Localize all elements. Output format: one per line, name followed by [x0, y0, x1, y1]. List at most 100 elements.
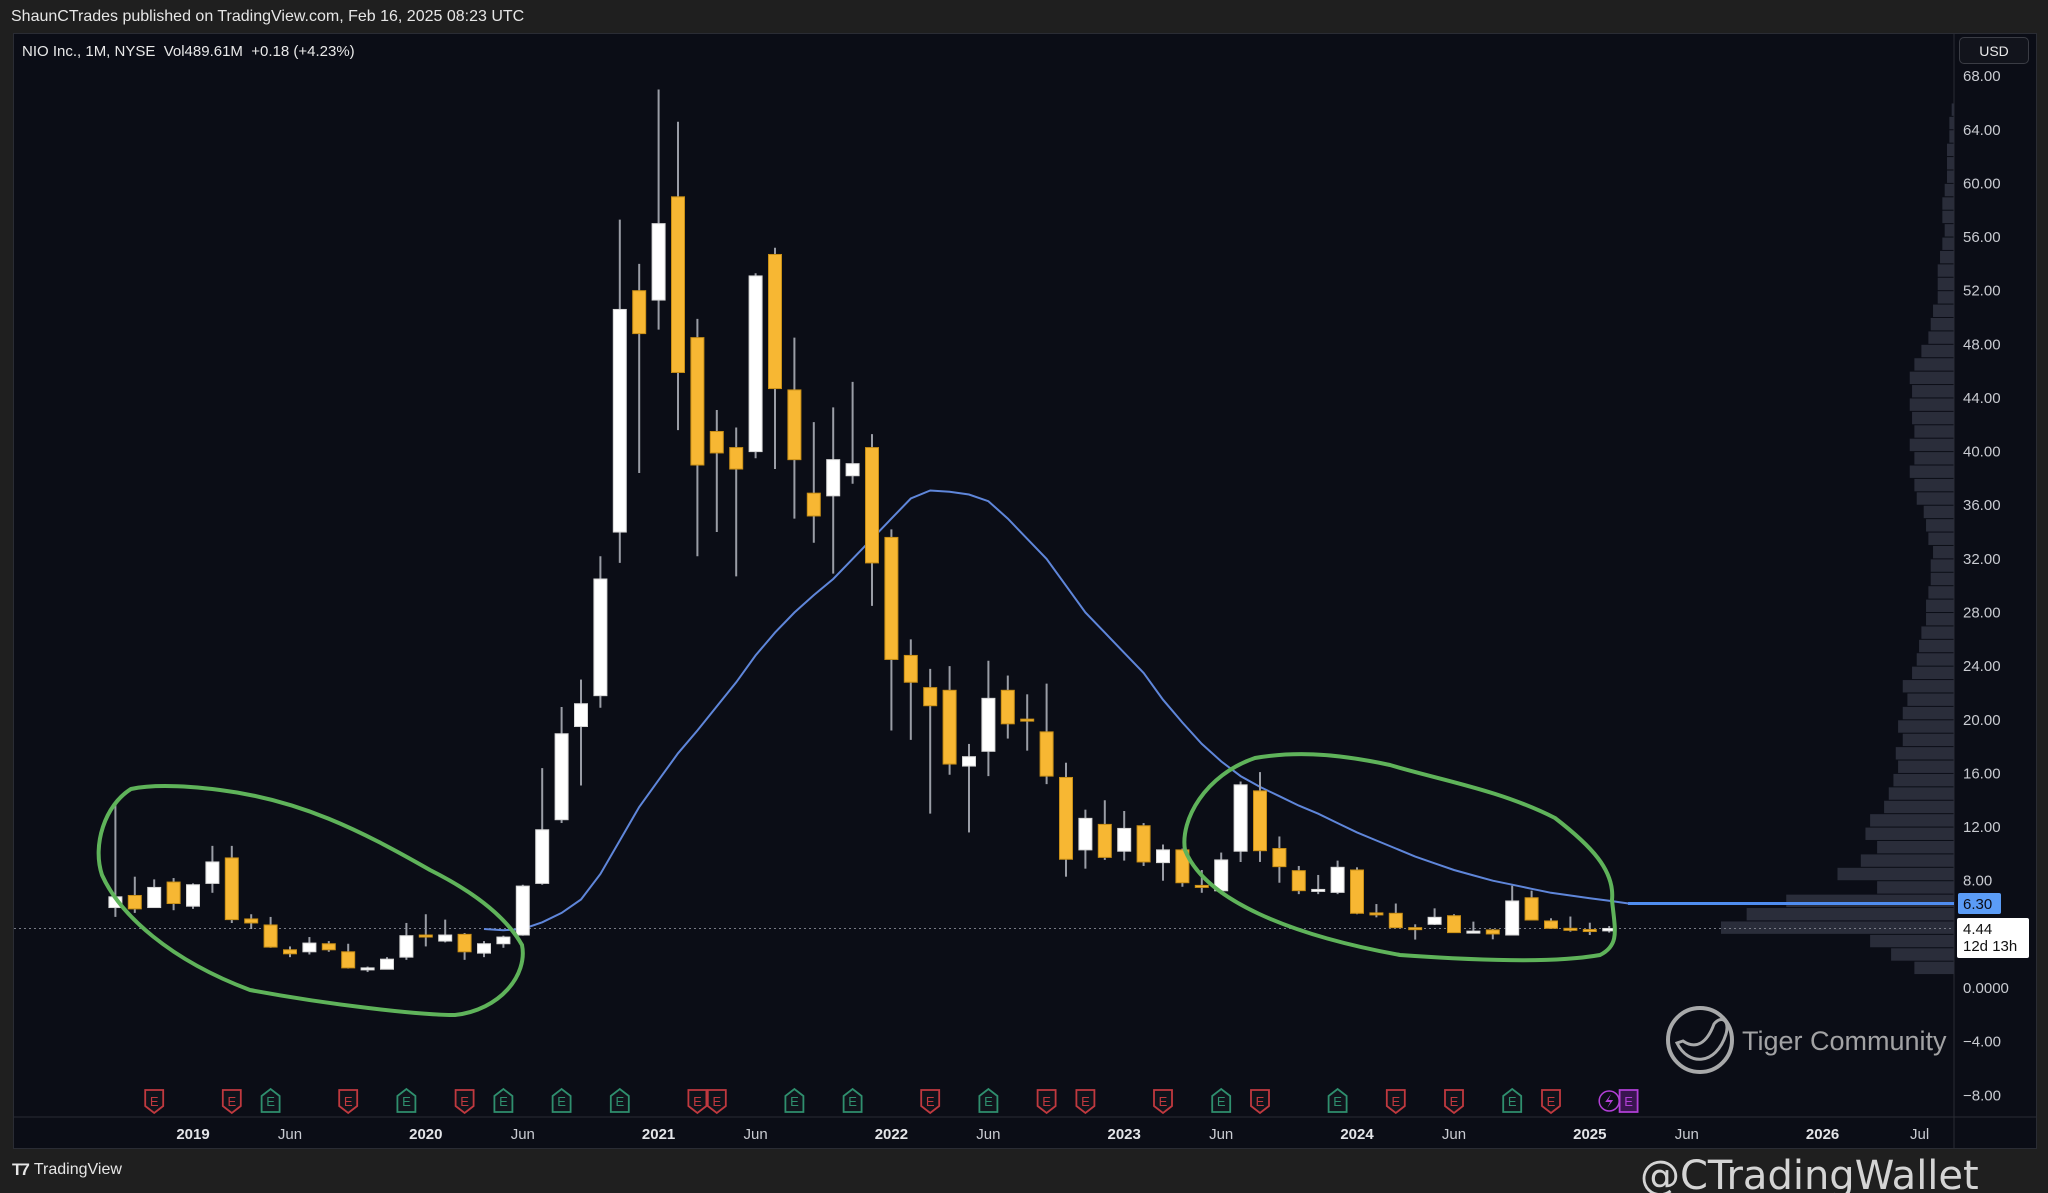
candle — [1000, 675, 1015, 739]
earnings-marker[interactable]: E — [609, 1087, 630, 1113]
volume-profile-bar — [1942, 237, 1954, 250]
earnings-marker[interactable]: E — [1036, 1089, 1057, 1115]
candle-body — [923, 687, 938, 707]
price-tick-label: 48.00 — [1963, 336, 2001, 353]
volume-profile-bar — [1837, 867, 1954, 881]
volume-profile-bar — [1888, 787, 1954, 800]
candle — [438, 919, 453, 943]
time-tick-label: 2026 — [1806, 1126, 1839, 1143]
earnings-marker-label: E — [1547, 1094, 1556, 1109]
candle-body — [360, 967, 375, 971]
candle-body — [651, 223, 666, 301]
earnings-marker[interactable]: E — [784, 1087, 805, 1113]
candle-body — [806, 492, 821, 517]
candle — [147, 879, 162, 909]
candle — [1097, 800, 1112, 860]
earnings-marker[interactable]: E — [551, 1087, 572, 1113]
candle — [1253, 772, 1267, 862]
footer-brand[interactable]: T7 TradingView — [12, 1160, 122, 1180]
earnings-marker[interactable]: E — [1385, 1089, 1406, 1115]
candle — [166, 878, 181, 911]
candle — [477, 941, 491, 958]
volume-profile-bar — [1746, 908, 1954, 921]
candle — [496, 935, 511, 948]
time-tick-label: Jun — [278, 1126, 302, 1143]
earnings-marker[interactable]: E — [687, 1089, 708, 1115]
lightning-icon[interactable] — [1598, 1090, 1620, 1112]
volume-profile-bar — [1926, 613, 1954, 626]
candle-body — [1369, 912, 1384, 916]
candle — [1156, 844, 1170, 881]
earnings-marker[interactable]: E — [1075, 1089, 1096, 1115]
symbol-legend[interactable]: NIO Inc., 1M, NYSE Vol489.61M +0.18 (+4.… — [22, 43, 355, 60]
price-tick-label: 64.00 — [1963, 122, 2001, 139]
candle-body — [1020, 718, 1035, 722]
volume-profile-bar — [1937, 264, 1954, 277]
candle-body — [1524, 897, 1539, 921]
earnings-marker[interactable]: E — [1502, 1087, 1523, 1113]
candle — [1272, 836, 1287, 883]
earnings-marker[interactable]: E — [706, 1089, 727, 1115]
candle-body — [1194, 884, 1209, 888]
candle-body — [205, 861, 220, 884]
earnings-marker-label: E — [1159, 1094, 1168, 1109]
earnings-marker[interactable]: E — [1444, 1089, 1464, 1115]
candle-body — [399, 935, 414, 958]
earnings-marker[interactable]: E — [260, 1087, 281, 1113]
candle-body — [147, 886, 162, 909]
annotation-circle-2019 — [96, 784, 525, 1018]
candle — [1544, 918, 1558, 929]
volume-profile-bar — [1909, 438, 1954, 452]
earnings-marker[interactable]: E — [493, 1087, 514, 1113]
earnings-marker[interactable]: E — [1327, 1087, 1348, 1113]
earnings-marker[interactable]: E — [338, 1089, 359, 1115]
candle-body — [438, 934, 453, 942]
candle — [127, 876, 142, 913]
earnings-marker[interactable]: E — [144, 1089, 165, 1115]
candle — [962, 743, 976, 833]
time-tick-label: Jun — [976, 1126, 1000, 1143]
earnings-marker[interactable]: E — [396, 1087, 417, 1113]
volume-profile-bar — [1909, 398, 1954, 411]
publish-caption: ShaunCTrades published on TradingView.co… — [11, 8, 525, 25]
candle — [671, 121, 685, 431]
candle — [845, 381, 860, 484]
volume-profile-bar — [1860, 854, 1954, 867]
earnings-marker[interactable]: E — [920, 1089, 941, 1115]
earnings-marker[interactable]: E — [221, 1089, 242, 1115]
earnings-marker[interactable]: E — [1618, 1089, 1639, 1113]
candle-body — [224, 857, 239, 921]
earnings-marker[interactable]: E — [454, 1089, 475, 1115]
volume-profile-bar — [1942, 210, 1954, 224]
currency-button[interactable]: USD — [1959, 37, 2029, 64]
candle-body — [942, 689, 957, 765]
volume-profile-bar — [1944, 224, 1954, 237]
earnings-marker[interactable]: E — [1153, 1089, 1173, 1115]
candle-body — [845, 463, 860, 477]
candle — [1369, 904, 1384, 918]
candle — [1466, 921, 1481, 934]
earnings-marker-label: E — [848, 1094, 857, 1109]
svg-text:12d 13h: 12d 13h — [1963, 938, 2017, 955]
candle-body — [496, 936, 511, 945]
earnings-marker[interactable]: E — [1250, 1089, 1270, 1115]
time-tick-label: Jun — [744, 1126, 768, 1143]
candle — [341, 943, 356, 969]
earnings-marker[interactable]: E — [842, 1087, 863, 1113]
volume-profile-bar — [1951, 103, 1954, 116]
volume-profile-bar — [1944, 183, 1954, 197]
candle-body — [1233, 784, 1248, 852]
earnings-marker[interactable]: E — [1211, 1087, 1232, 1113]
earnings-marker[interactable]: E — [1541, 1089, 1561, 1115]
svg-text:4.44: 4.44 — [1963, 921, 1992, 938]
price-tick-label: 12.00 — [1963, 819, 2001, 836]
candle — [1078, 809, 1093, 869]
earnings-marker[interactable]: E — [978, 1087, 999, 1113]
candle — [709, 410, 724, 533]
last-price-label: 4.44 12d 13h — [1957, 918, 2029, 958]
candle — [1447, 914, 1461, 934]
time-tick-label: 2023 — [1108, 1126, 1141, 1143]
earnings-marker-label: E — [266, 1094, 275, 1109]
candle-body — [1427, 916, 1442, 925]
